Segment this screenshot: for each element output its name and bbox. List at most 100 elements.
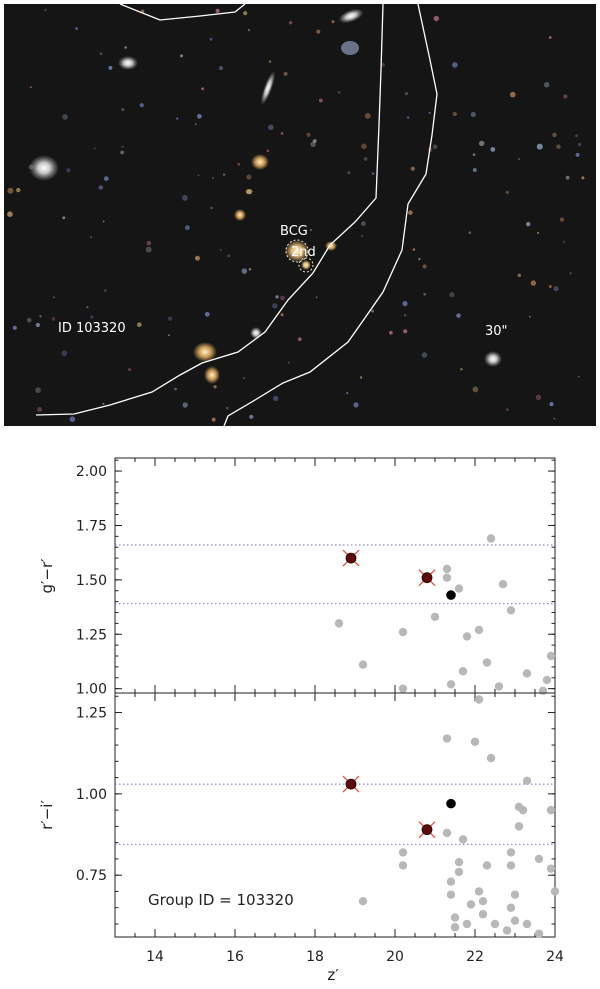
member-point: [358, 660, 368, 669]
member-point: [510, 916, 520, 925]
background-source: [472, 168, 477, 172]
galaxy-gold-1: [251, 154, 269, 170]
background-source: [456, 313, 461, 318]
background-source: [562, 240, 566, 243]
member-point: [522, 919, 532, 929]
background-source: [62, 114, 68, 120]
background-source: [194, 123, 197, 126]
background-source: [182, 402, 188, 408]
background-source: [197, 174, 200, 177]
background-source: [211, 417, 216, 422]
background-source: [104, 176, 109, 181]
background-source: [174, 387, 177, 391]
background-source: [227, 254, 231, 258]
background-source: [569, 272, 572, 275]
member-point: [490, 919, 500, 929]
bcg-marker-circle: [285, 239, 309, 263]
member-point: [474, 695, 484, 704]
background-source: [530, 280, 537, 286]
x-tick-label: 14: [146, 949, 164, 965]
background-source: [146, 240, 152, 246]
member-point: [446, 680, 456, 689]
background-source: [408, 210, 413, 215]
chart-g-r-ylabel: g′−r′: [38, 558, 56, 594]
background-source: [428, 111, 431, 114]
background-source: [273, 395, 279, 402]
background-source: [565, 175, 570, 180]
member-point: [482, 658, 492, 667]
background-source: [268, 124, 274, 131]
x-tick-label: 20: [386, 949, 404, 965]
chart-g-r-frame: [114, 457, 556, 694]
background-source: [359, 376, 363, 379]
member-point: [514, 822, 524, 831]
member-point: [450, 913, 460, 922]
background-source: [315, 296, 318, 299]
background-source: [128, 368, 132, 372]
galaxy-streak: [260, 71, 276, 105]
background-source: [410, 166, 415, 171]
background-source: [470, 111, 476, 118]
member-point: [534, 929, 544, 938]
background-source: [16, 187, 21, 193]
background-source: [402, 301, 408, 307]
background-source: [246, 174, 252, 180]
member-point: [546, 805, 556, 815]
background-source: [280, 295, 285, 301]
chart-g-r-points: [334, 534, 556, 696]
background-source: [553, 286, 559, 292]
member-point: [466, 900, 476, 909]
member-point: [462, 632, 472, 641]
background-source: [556, 144, 561, 149]
background-source: [404, 314, 407, 317]
y-tick-label: 2.00: [76, 464, 107, 480]
y-tick-label: 0.75: [76, 868, 107, 884]
background-source: [35, 322, 41, 328]
background-source: [529, 315, 531, 318]
member-point: [518, 805, 528, 815]
member-point: [486, 534, 496, 543]
member-point: [446, 890, 456, 899]
galaxy-top-mid: [338, 8, 364, 24]
member-point: [478, 897, 488, 906]
background-source: [137, 322, 142, 328]
chart-r-i-ylabel: r′−i′: [38, 800, 56, 830]
background-source: [361, 221, 366, 226]
background-source: [548, 36, 552, 39]
member-point: [470, 737, 480, 746]
background-source: [86, 306, 89, 309]
galaxy-top-left: [118, 56, 138, 70]
y-tick-label: 1.25: [76, 706, 107, 722]
background-source: [108, 65, 113, 70]
y-tick-label: 1.50: [76, 573, 107, 589]
background-source: [318, 98, 323, 103]
background-source: [243, 11, 248, 16]
background-source: [185, 225, 190, 231]
member-point: [454, 857, 464, 867]
bcg-galaxy: [285, 240, 309, 262]
background-source: [575, 134, 579, 138]
background-source: [404, 92, 409, 96]
background-source: [7, 211, 13, 217]
background-source: [272, 303, 278, 309]
contour-outer: [223, 3, 438, 427]
member-point: [506, 606, 516, 615]
member-point: [522, 669, 532, 678]
background-source: [422, 264, 427, 269]
chart-r-i-y-axis: 0.75 1.00 1.25: [76, 695, 555, 925]
background-source: [90, 315, 94, 319]
background-source: [452, 62, 458, 68]
x-tick-label: 22: [466, 949, 484, 965]
background-source: [62, 216, 66, 220]
chart-g-r-x-ticks: [114, 458, 556, 693]
background-source: [44, 8, 47, 12]
background-source: [552, 132, 557, 138]
background-source: [563, 94, 568, 99]
x-tick-label: 16: [226, 949, 244, 965]
background-source: [222, 173, 226, 176]
background-source: [94, 147, 96, 150]
member-point: [534, 854, 544, 864]
bright-galaxy-point: [342, 775, 360, 793]
background-source: [535, 394, 542, 400]
